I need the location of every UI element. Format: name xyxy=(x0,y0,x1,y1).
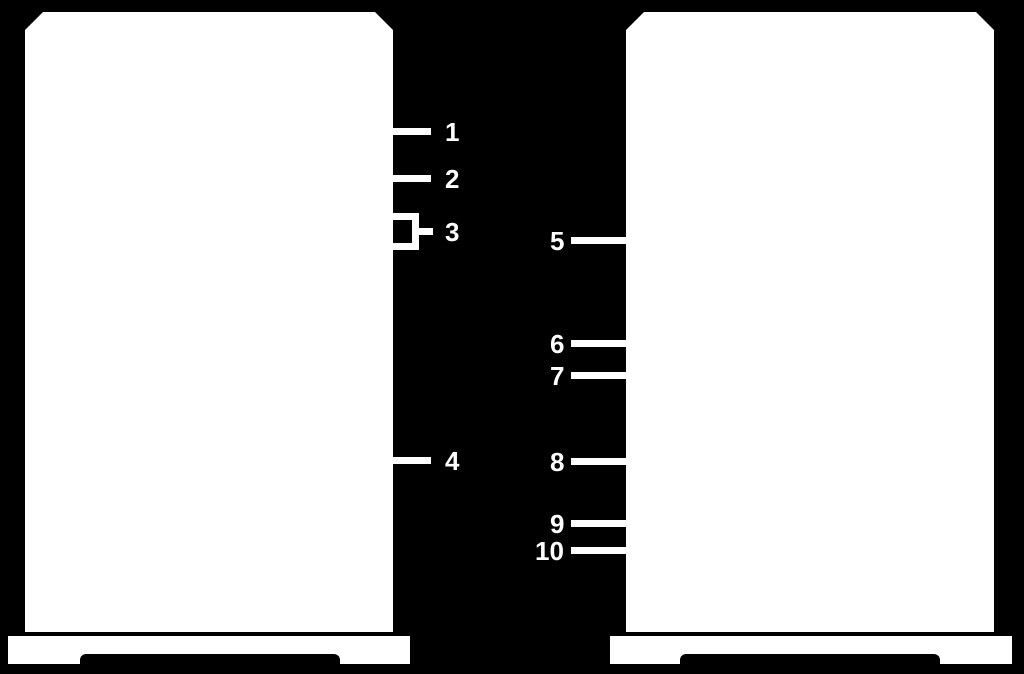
right-tower-body xyxy=(626,12,994,632)
callout-line-5 xyxy=(571,237,626,244)
callout-label-5: 5 xyxy=(550,226,564,257)
left-tower-notch-tr xyxy=(375,12,393,30)
callout-line-10 xyxy=(571,547,626,554)
callout-line-2 xyxy=(393,175,431,182)
callout-label-6: 6 xyxy=(550,329,564,360)
callout-label-3: 3 xyxy=(445,217,459,248)
callout-line-9 xyxy=(571,520,626,527)
callout-line-1 xyxy=(393,128,431,135)
right-tower-foot-gap xyxy=(680,654,940,664)
left-tower-foot-gap xyxy=(80,654,340,664)
callout-label-2: 2 xyxy=(445,164,459,195)
callout-bracket3-stub xyxy=(415,228,433,235)
callout-label-1: 1 xyxy=(445,117,459,148)
callout-label-4: 4 xyxy=(445,446,459,477)
left-tower-base xyxy=(8,636,410,664)
diagram-stage: { "canvas": { "width": 1024, "height": 6… xyxy=(0,0,1024,674)
left-tower-notch-tl xyxy=(25,12,43,30)
callout-line-6 xyxy=(571,340,626,347)
callout-label-7: 7 xyxy=(550,361,564,392)
callout-label-8: 8 xyxy=(550,447,564,478)
right-tower-notch-tl xyxy=(626,12,644,30)
left-tower-body xyxy=(25,12,393,632)
callout-line-8 xyxy=(571,458,626,465)
right-tower-base xyxy=(610,636,1012,664)
callout-line-4 xyxy=(393,457,431,464)
right-tower-notch-tr xyxy=(976,12,994,30)
callout-label-10: 10 xyxy=(535,536,564,567)
callout-line-7 xyxy=(571,372,626,379)
